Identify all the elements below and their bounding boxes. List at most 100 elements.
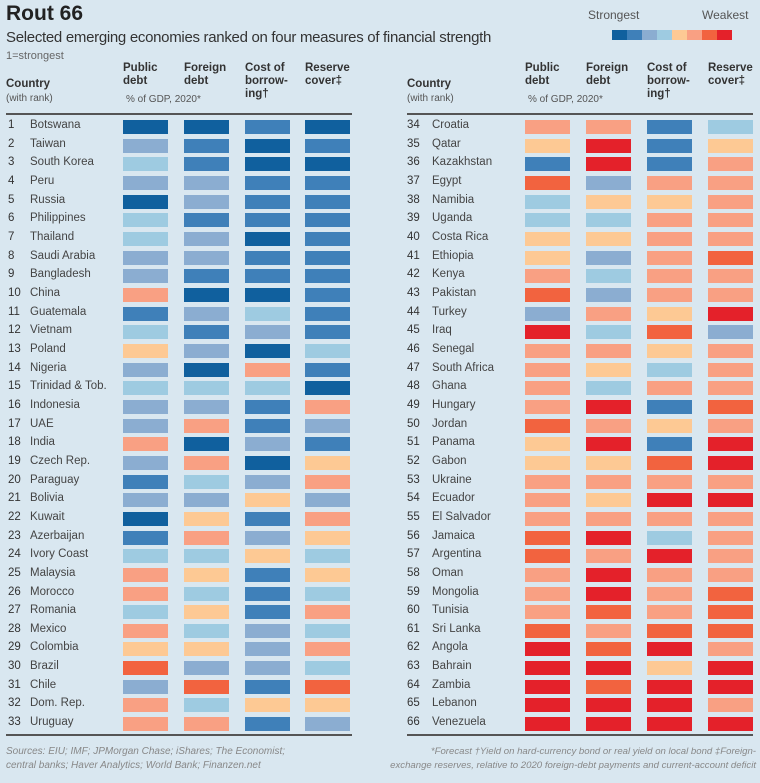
- heatmap-cell: [525, 120, 570, 134]
- heatmap-cell: [123, 213, 168, 228]
- heatmap-cell: [708, 455, 753, 470]
- row-rank: 24: [8, 548, 21, 561]
- heatmap-cell: [586, 250, 631, 265]
- heatmap-cell: [586, 287, 631, 302]
- heatmap-cell: [586, 717, 631, 732]
- row-rank: 60: [407, 604, 420, 617]
- heatmap-cell: [305, 194, 350, 209]
- heatmap-cell: [586, 586, 631, 601]
- heatmap-cell: [647, 549, 692, 564]
- heatmap-cell: [586, 157, 631, 172]
- country-label: Mexico: [30, 622, 67, 635]
- country-label: Saudi Arabia: [30, 249, 96, 262]
- country-label: Russia: [30, 193, 66, 206]
- row-rank: 35: [407, 137, 420, 150]
- row-rank: 37: [407, 174, 420, 187]
- heatmap-cell: [305, 455, 350, 470]
- heatmap-cell: [647, 157, 692, 172]
- heatmap-cell: [525, 269, 570, 284]
- heatmap-cell: [708, 194, 753, 209]
- country-label: Hungary: [432, 398, 476, 411]
- heatmap-cell: [708, 698, 753, 713]
- heatmap-cell: [647, 642, 692, 657]
- row-header-title: Country: [6, 78, 51, 90]
- country-label: Ghana: [432, 380, 467, 393]
- footnote-line-1: *Forecast †Yield on hard-currency bond o…: [430, 746, 756, 757]
- heatmap-cell: [586, 231, 631, 246]
- heatmap-cell: [647, 605, 692, 620]
- country-label: Bolivia: [30, 492, 64, 505]
- heatmap-cell: [525, 418, 570, 433]
- row-rank: 39: [407, 212, 420, 225]
- heatmap-cell: [305, 287, 350, 302]
- heatmap-cell: [647, 269, 692, 284]
- country-label: Sri Lanka: [432, 622, 481, 635]
- heatmap-cell: [305, 175, 350, 190]
- heatmap-cell: [525, 717, 570, 732]
- heatmap-cell: [184, 325, 229, 340]
- row-rank: 46: [407, 342, 420, 355]
- row-rank: 9: [8, 268, 15, 281]
- heatmap-cell: [525, 455, 570, 470]
- row-rank: 49: [407, 398, 420, 411]
- country-label: Chile: [30, 678, 57, 691]
- heatmap-cell: [245, 623, 290, 638]
- country-label: Panama: [432, 436, 475, 449]
- column-header: borrow-: [647, 75, 690, 87]
- country-label: Lebanon: [432, 697, 477, 710]
- row-rank: 30: [8, 660, 21, 673]
- chart-title: Rout 66: [6, 2, 84, 25]
- heatmap-cell: [245, 175, 290, 190]
- heatmap-cell: [245, 642, 290, 657]
- header-rule: [6, 113, 352, 115]
- country-label: El Salvador: [432, 510, 491, 523]
- row-rank: 18: [8, 436, 21, 449]
- heatmap-cell: [245, 250, 290, 265]
- heatmap-cell: [184, 362, 229, 377]
- legend-swatch: [657, 30, 672, 40]
- heatmap-cell: [647, 231, 692, 246]
- heatmap-cell: [305, 437, 350, 452]
- heatmap-cell: [708, 549, 753, 564]
- bottom-rule: [6, 734, 352, 736]
- heatmap-cell: [586, 698, 631, 713]
- heatmap-cell: [305, 530, 350, 545]
- row-rank: 54: [407, 492, 420, 505]
- heatmap-cell: [123, 549, 168, 564]
- heatmap-cell: [586, 511, 631, 526]
- row-rank: 26: [8, 585, 21, 598]
- header-rule: [407, 113, 753, 115]
- heatmap-cell: [123, 698, 168, 713]
- heatmap-cell: [708, 231, 753, 246]
- row-rank: 23: [8, 529, 21, 542]
- heatmap-cell: [525, 511, 570, 526]
- heatmap-cell: [184, 661, 229, 676]
- row-rank: 62: [407, 641, 420, 654]
- row-rank: 58: [407, 566, 420, 579]
- country-label: Morocco: [30, 585, 75, 598]
- heatmap-cell: [708, 437, 753, 452]
- row-rank: 13: [8, 342, 21, 355]
- heatmap-cell: [525, 493, 570, 508]
- heatmap-cell: [184, 437, 229, 452]
- legend-swatch: [627, 30, 642, 40]
- heatmap-cell: [708, 493, 753, 508]
- row-rank: 52: [407, 454, 420, 467]
- heatmap-cell: [123, 287, 168, 302]
- heatmap-cell: [525, 362, 570, 377]
- heatmap-cell: [586, 493, 631, 508]
- country-label: Tunisia: [432, 604, 469, 617]
- heatmap-cell: [708, 306, 753, 321]
- heatmap-cell: [647, 679, 692, 694]
- heatmap-cell: [586, 138, 631, 153]
- heatmap-cell: [647, 530, 692, 545]
- heatmap-cell: [123, 642, 168, 657]
- country-label: Kuwait: [30, 510, 65, 523]
- country-label: Ecuador: [432, 492, 475, 505]
- heatmap-cell: [123, 362, 168, 377]
- heatmap-cell: [184, 213, 229, 228]
- footnote-line-2: exchange reserves, relative to 2020 fore…: [390, 760, 756, 771]
- heatmap-cell: [123, 269, 168, 284]
- heatmap-cell: [123, 586, 168, 601]
- heatmap-cell: [586, 120, 631, 134]
